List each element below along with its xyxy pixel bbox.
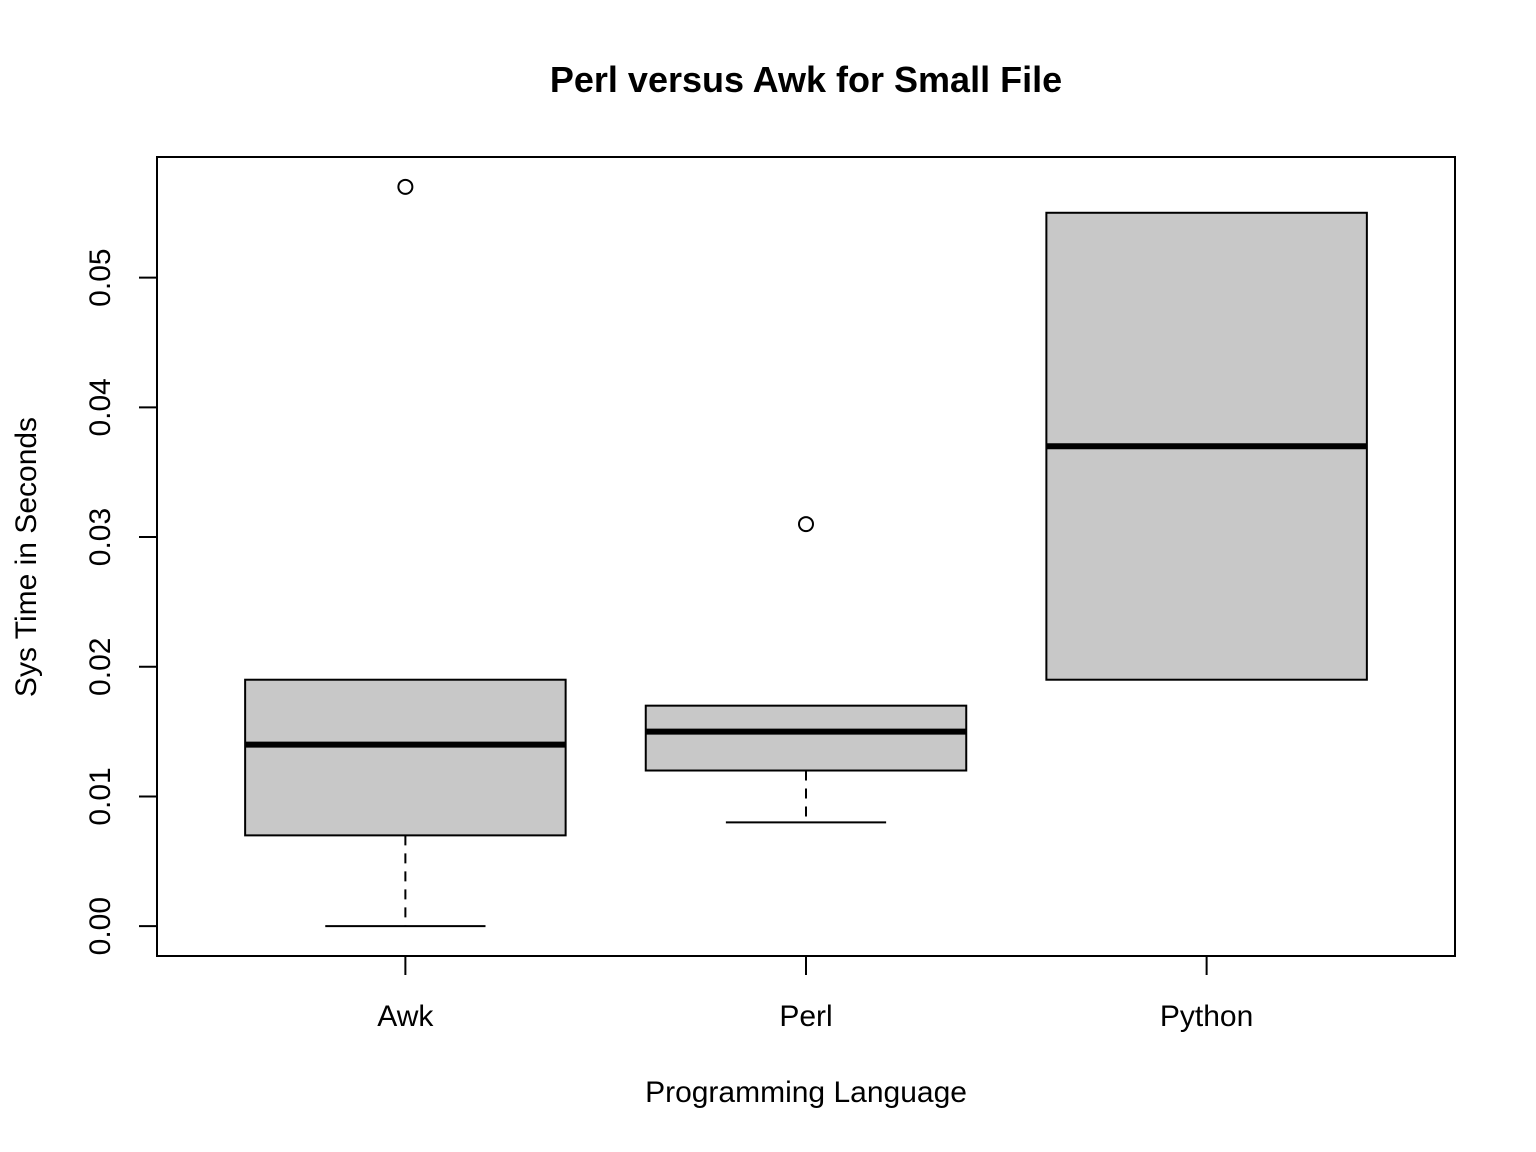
boxes-layer: [244, 178, 1368, 928]
x-tick-label: Python: [1160, 1000, 1253, 1033]
y-axis: 0.00 0.01 0.02 0.03 0.04 0.05: [84, 248, 158, 955]
box-group-awk: [244, 178, 567, 928]
outlier-point: [397, 178, 414, 195]
y-tick-label: 0.00: [84, 897, 117, 955]
y-tick-label: 0.03: [84, 508, 117, 566]
iqr-box: [244, 678, 567, 837]
y-tick-label: 0.01: [84, 767, 117, 825]
x-tick-label: Perl: [779, 1000, 832, 1033]
x-axis: Awk Perl Python: [377, 956, 1253, 1033]
y-tick-label: 0.05: [84, 248, 117, 306]
box-group-perl: [644, 516, 968, 824]
y-tick-label: 0.04: [84, 378, 117, 436]
x-axis-label: Programming Language: [645, 1076, 967, 1109]
iqr-box: [644, 704, 968, 772]
chart-title: Perl versus Awk for Small File: [550, 59, 1062, 100]
y-axis-label: Sys Time in Seconds: [10, 417, 43, 697]
x-tick-label: Awk: [377, 1000, 434, 1033]
y-tick-label: 0.02: [84, 638, 117, 696]
box-group-python: [1045, 211, 1368, 681]
outlier-point: [798, 516, 814, 533]
